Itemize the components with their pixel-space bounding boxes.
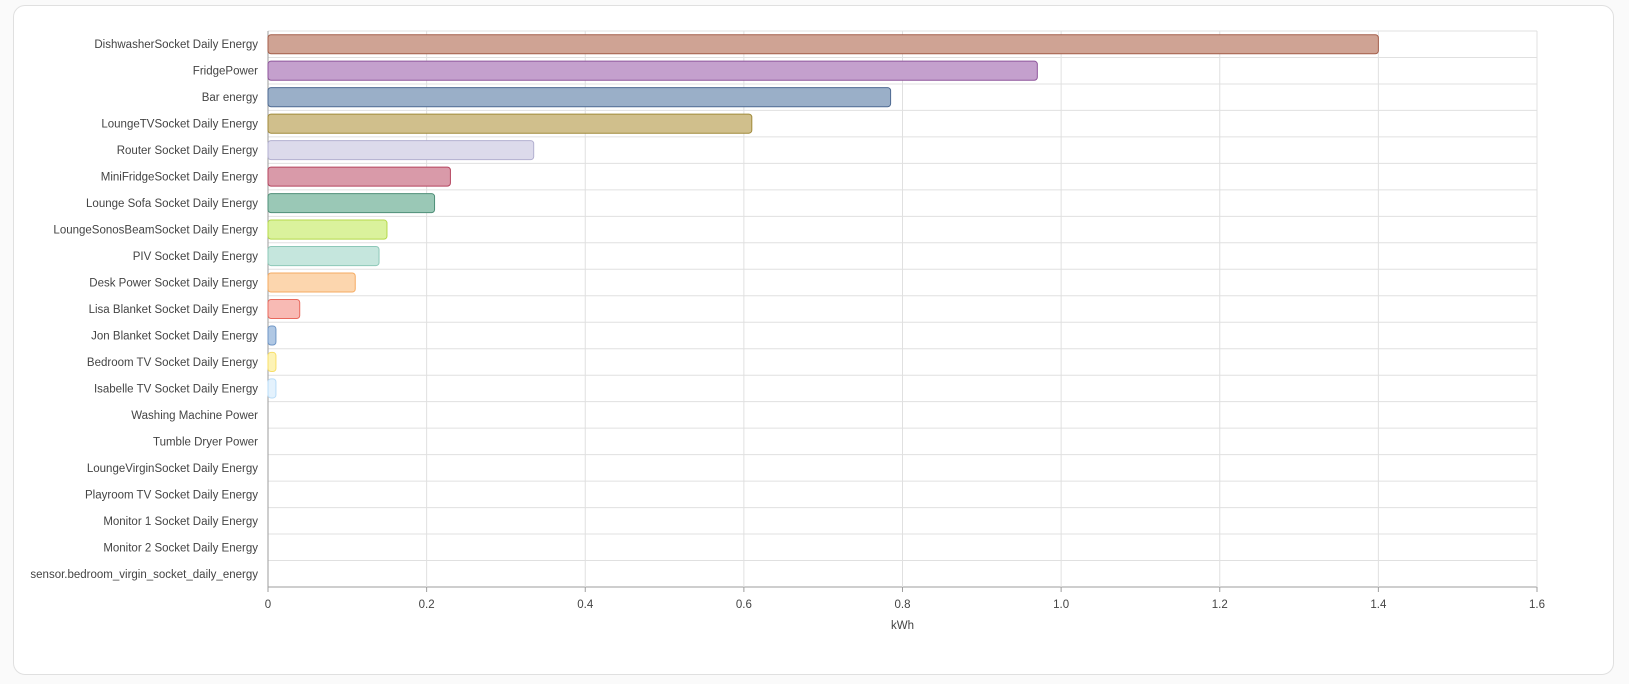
energy-bar-chart: DishwasherSocket Daily Energy FridgePower… [30, 30, 1545, 632]
x-tick-label: 1.0 [1053, 599, 1069, 611]
category-label: Lounge Sofa Socket Daily Energy [86, 198, 258, 210]
category-label: Playroom TV Socket Daily Energy [85, 489, 258, 501]
category-label: DishwasherSocket Daily Energy [94, 39, 258, 51]
category-label: Bar energy [202, 92, 259, 104]
category-label: LoungeSonosBeamSocket Daily Energy [53, 225, 258, 237]
bar[interactable] [267, 166, 451, 187]
category-label: MiniFridgeSocket Daily Energy [101, 172, 258, 184]
category-label: Washing Machine Power [131, 410, 258, 422]
bar[interactable] [267, 272, 356, 293]
x-tick-label: 0 [265, 599, 271, 611]
category-label: Lisa Blanket Socket Daily Energy [89, 304, 259, 316]
x-tick-label: 0.2 [419, 599, 435, 611]
x-tick-label: 1.4 [1370, 599, 1387, 611]
x-tick-label: 0.6 [736, 599, 752, 611]
bar[interactable] [267, 193, 436, 214]
bar[interactable] [267, 325, 277, 346]
category-label: Router Socket Daily Energy [117, 145, 259, 157]
bars [267, 34, 1379, 399]
category-label: Isabelle TV Socket Daily Energy [94, 383, 258, 395]
bar[interactable] [267, 378, 277, 399]
bar[interactable] [267, 219, 388, 240]
bar[interactable] [267, 34, 1379, 55]
chart-card: DishwasherSocket Daily Energy FridgePower… [13, 5, 1614, 675]
x-tick-label: 1.6 [1529, 599, 1545, 611]
x-tick-label: 1.2 [1212, 599, 1228, 611]
category-labels: DishwasherSocket Daily Energy FridgePower… [30, 39, 258, 581]
category-label: sensor.bedroom_virgin_socket_daily_energ… [30, 569, 258, 581]
category-label: Monitor 1 Socket Daily Energy [103, 516, 258, 528]
x-axis-title: kWh [891, 620, 914, 632]
category-label: Monitor 2 Socket Daily Energy [103, 542, 258, 554]
category-label: Desk Power Socket Daily Energy [89, 278, 258, 290]
bar[interactable] [267, 351, 277, 372]
category-label: PIV Socket Daily Energy [133, 251, 259, 263]
category-label: LoungeVirginSocket Daily Energy [87, 463, 258, 475]
x-tick-labels: 0 0.2 0.4 0.6 0.8 1.0 1.2 1.4 1.6 [265, 599, 1545, 611]
bar[interactable] [267, 113, 753, 134]
grid-lines [267, 30, 1538, 592]
x-tick-label: 0.4 [577, 599, 594, 611]
category-label: FridgePower [193, 66, 258, 78]
bar[interactable] [267, 60, 1038, 81]
bar[interactable] [267, 246, 380, 267]
category-label: LoungeTVSocket Daily Energy [101, 119, 258, 131]
bar[interactable] [267, 298, 301, 320]
category-label: Bedroom TV Socket Daily Energy [87, 357, 258, 369]
bar[interactable] [267, 87, 892, 108]
x-tick-label: 0.8 [895, 599, 911, 611]
bar[interactable] [267, 140, 535, 161]
category-label: Tumble Dryer Power [153, 436, 258, 448]
category-label: Jon Blanket Socket Daily Energy [91, 330, 258, 342]
